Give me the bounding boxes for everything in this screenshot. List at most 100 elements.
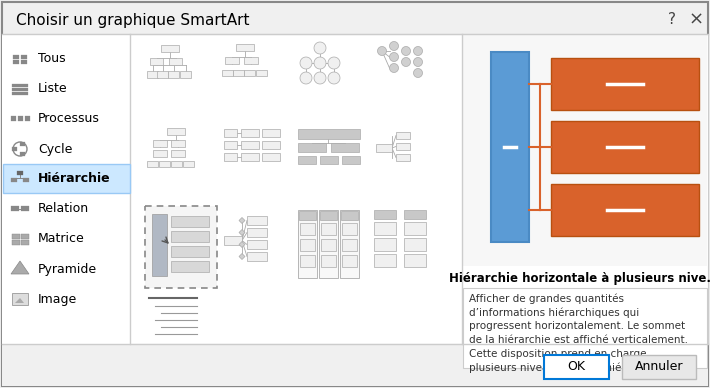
FancyBboxPatch shape (262, 129, 280, 137)
FancyBboxPatch shape (12, 84, 28, 87)
FancyBboxPatch shape (374, 238, 396, 251)
FancyBboxPatch shape (241, 129, 259, 137)
FancyBboxPatch shape (300, 255, 315, 267)
Circle shape (413, 47, 422, 55)
FancyBboxPatch shape (11, 206, 19, 211)
Text: Cycle: Cycle (38, 142, 72, 156)
Text: Afficher de grandes quantités
d’informations hiérarchiques qui
progressent horiz: Afficher de grandes quantités d’informat… (469, 293, 688, 373)
Circle shape (378, 47, 386, 55)
Text: Annuler: Annuler (635, 360, 683, 374)
FancyBboxPatch shape (150, 58, 163, 65)
FancyBboxPatch shape (145, 206, 217, 288)
FancyBboxPatch shape (244, 57, 258, 64)
Polygon shape (239, 253, 245, 260)
FancyBboxPatch shape (404, 210, 426, 219)
FancyBboxPatch shape (171, 261, 209, 272)
Circle shape (413, 57, 422, 66)
FancyBboxPatch shape (12, 240, 20, 245)
FancyBboxPatch shape (320, 211, 337, 220)
FancyBboxPatch shape (23, 178, 29, 182)
FancyBboxPatch shape (319, 210, 338, 278)
FancyBboxPatch shape (171, 216, 209, 227)
FancyBboxPatch shape (463, 288, 707, 368)
Circle shape (328, 57, 340, 69)
FancyBboxPatch shape (169, 58, 182, 65)
FancyBboxPatch shape (3, 164, 130, 193)
Circle shape (300, 57, 312, 69)
FancyBboxPatch shape (374, 254, 396, 267)
FancyBboxPatch shape (256, 70, 267, 76)
FancyBboxPatch shape (180, 71, 191, 78)
FancyBboxPatch shape (153, 150, 167, 157)
Text: Hiérarchie horizontale à plusieurs nive...: Hiérarchie horizontale à plusieurs nive.… (449, 272, 710, 285)
FancyBboxPatch shape (342, 255, 357, 267)
FancyBboxPatch shape (241, 153, 259, 161)
Circle shape (314, 57, 326, 69)
FancyBboxPatch shape (13, 60, 19, 64)
Circle shape (390, 52, 398, 62)
FancyBboxPatch shape (340, 210, 359, 278)
Circle shape (413, 69, 422, 78)
Text: Hiérarchie: Hiérarchie (38, 173, 111, 185)
FancyBboxPatch shape (236, 44, 254, 51)
FancyBboxPatch shape (396, 154, 410, 161)
FancyBboxPatch shape (25, 116, 30, 121)
FancyBboxPatch shape (222, 70, 233, 76)
FancyBboxPatch shape (152, 214, 167, 276)
FancyBboxPatch shape (147, 161, 158, 167)
FancyBboxPatch shape (622, 355, 696, 379)
Text: Choisir un graphique SmartArt: Choisir un graphique SmartArt (16, 12, 249, 28)
FancyBboxPatch shape (2, 344, 708, 386)
Polygon shape (11, 261, 29, 274)
FancyBboxPatch shape (544, 355, 609, 379)
FancyBboxPatch shape (551, 121, 699, 173)
Circle shape (314, 72, 326, 84)
FancyBboxPatch shape (341, 211, 358, 220)
FancyBboxPatch shape (21, 55, 27, 59)
FancyBboxPatch shape (247, 216, 267, 225)
FancyBboxPatch shape (21, 152, 26, 156)
FancyBboxPatch shape (153, 140, 167, 147)
FancyBboxPatch shape (171, 161, 182, 167)
FancyBboxPatch shape (247, 240, 267, 249)
FancyBboxPatch shape (12, 88, 28, 90)
FancyBboxPatch shape (404, 238, 426, 251)
Text: Pyramide: Pyramide (38, 263, 97, 275)
Polygon shape (239, 218, 245, 223)
FancyBboxPatch shape (298, 129, 360, 139)
FancyBboxPatch shape (225, 57, 239, 64)
Polygon shape (239, 241, 245, 248)
FancyBboxPatch shape (247, 252, 267, 261)
FancyBboxPatch shape (167, 128, 185, 135)
FancyBboxPatch shape (262, 153, 280, 161)
FancyBboxPatch shape (11, 116, 16, 121)
FancyBboxPatch shape (551, 58, 699, 110)
Circle shape (328, 72, 340, 84)
Text: OK: OK (567, 360, 586, 374)
FancyBboxPatch shape (171, 246, 209, 257)
FancyBboxPatch shape (321, 239, 336, 251)
FancyBboxPatch shape (21, 60, 27, 64)
FancyBboxPatch shape (12, 92, 28, 95)
Text: Processus: Processus (38, 113, 100, 125)
Circle shape (390, 42, 398, 50)
FancyBboxPatch shape (376, 144, 392, 152)
Circle shape (390, 64, 398, 73)
FancyBboxPatch shape (262, 141, 280, 149)
FancyBboxPatch shape (342, 239, 357, 251)
FancyBboxPatch shape (331, 143, 359, 152)
FancyBboxPatch shape (183, 161, 194, 167)
FancyBboxPatch shape (298, 143, 326, 152)
FancyBboxPatch shape (491, 52, 529, 242)
FancyBboxPatch shape (463, 34, 707, 266)
FancyBboxPatch shape (298, 210, 317, 278)
FancyBboxPatch shape (11, 178, 17, 182)
Circle shape (401, 57, 410, 66)
FancyBboxPatch shape (396, 132, 410, 139)
FancyBboxPatch shape (12, 234, 20, 239)
Text: Liste: Liste (38, 83, 67, 95)
FancyBboxPatch shape (404, 254, 426, 267)
Text: Matrice: Matrice (38, 232, 84, 246)
FancyBboxPatch shape (342, 156, 360, 164)
FancyBboxPatch shape (21, 142, 26, 146)
